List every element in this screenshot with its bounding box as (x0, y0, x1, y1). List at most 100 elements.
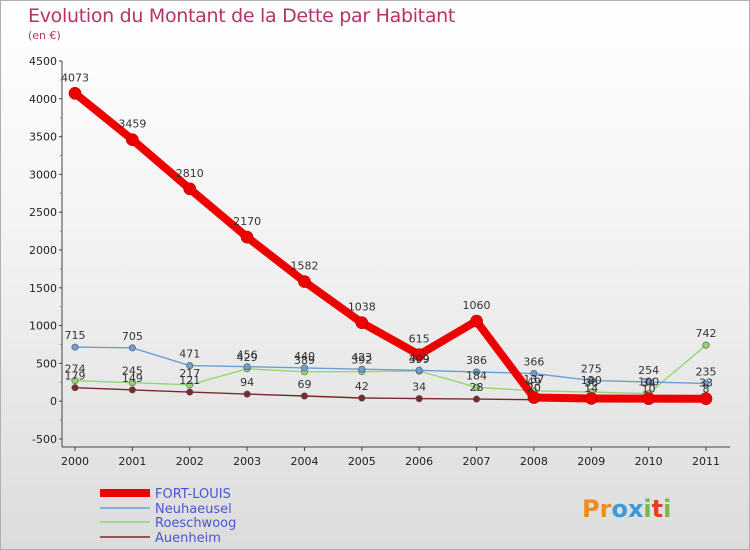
data-label: 34 (412, 381, 426, 394)
data-point (358, 365, 366, 373)
data-label: 2170 (233, 215, 261, 228)
data-point (587, 376, 595, 384)
x-tick-label: 2007 (463, 455, 491, 468)
data-point (300, 392, 308, 400)
x-tick-label: 2004 (290, 455, 318, 468)
data-label: 10 (642, 382, 656, 395)
y-tick-label: 4000 (29, 93, 57, 106)
data-label: 36 (584, 376, 598, 389)
data-label: 389 (294, 354, 315, 367)
x-tick-label: 2008 (520, 455, 548, 468)
x-tick-label: 2006 (405, 455, 433, 468)
data-label: 254 (638, 364, 659, 377)
data-point (243, 363, 251, 371)
x-tick-label: 2011 (692, 455, 720, 468)
data-point (642, 392, 655, 405)
logo-letter: t (652, 495, 663, 523)
logo-letter: x (628, 495, 644, 523)
data-label: 33 (699, 377, 713, 390)
data-point (128, 344, 136, 352)
data-point (71, 376, 79, 384)
y-tick-label: 2000 (29, 244, 57, 257)
data-label: 94 (240, 376, 254, 389)
data-point (128, 379, 136, 387)
data-point (645, 378, 653, 386)
data-label: 1038 (348, 301, 376, 314)
chart-title: Evolution du Montant de la Dette par Hab… (28, 5, 456, 27)
data-label: 742 (696, 327, 717, 340)
data-label: 471 (179, 348, 200, 361)
series-line-roeschwoog (74, 344, 707, 395)
legend-label-roeschwoog: Roeschwoog (155, 516, 236, 531)
logo-letter: i (663, 495, 671, 523)
data-label: 1582 (290, 260, 318, 273)
legend-label-auenheim: Auenheim (155, 531, 221, 546)
data-point (415, 395, 423, 403)
data-label: 137 (523, 373, 544, 386)
data-label: 1060 (463, 299, 491, 312)
data-label: 715 (65, 329, 86, 342)
data-label: 184 (466, 369, 487, 382)
data-label: 366 (523, 356, 544, 369)
data-label: 2810 (176, 167, 204, 180)
data-label: 615 (409, 333, 430, 346)
logo-letter: o (611, 495, 628, 523)
data-point (128, 386, 136, 394)
data-point (240, 230, 254, 244)
y-tick-label: 1500 (29, 282, 57, 295)
logo-letter: i (643, 495, 651, 523)
legend-label-fort-louis: FORT-LOUIS (155, 487, 231, 502)
data-label: 121 (179, 374, 200, 387)
data-point (415, 366, 423, 374)
data-label: 409 (409, 352, 430, 365)
data-point (473, 395, 481, 403)
data-point (126, 133, 139, 146)
data-label: 392 (351, 354, 372, 367)
x-tick-label: 2003 (233, 455, 261, 468)
data-point (358, 394, 366, 402)
data-label: 8 (703, 383, 710, 396)
data-label: 4073 (61, 71, 89, 84)
x-tick-label: 2001 (118, 455, 146, 468)
data-point (71, 343, 79, 351)
data-label: 49 (527, 375, 541, 388)
data-label: 217 (179, 367, 200, 380)
data-label: 429 (237, 351, 258, 364)
proxiti-logo: Proxiti (582, 495, 671, 523)
data-point (473, 368, 481, 376)
data-label: 705 (122, 330, 143, 343)
data-point (412, 348, 426, 362)
x-tick-label: 2005 (348, 455, 376, 468)
data-label: 149 (122, 372, 143, 385)
data-label: 20 (527, 382, 541, 395)
data-label: 28 (470, 381, 484, 394)
data-point (702, 341, 710, 349)
series-line-neuhaeusel (74, 346, 707, 385)
y-tick-label: 3000 (29, 168, 57, 181)
x-tick-label: 2010 (635, 455, 663, 468)
data-point (699, 392, 713, 406)
logo-letter: P (582, 495, 600, 523)
data-point (183, 182, 197, 196)
data-label: 42 (355, 380, 369, 393)
data-label: 440 (294, 350, 315, 363)
data-point (186, 388, 194, 396)
data-point (473, 383, 481, 391)
data-point (470, 314, 483, 328)
data-label: 69 (297, 378, 311, 391)
data-label: 100 (638, 376, 659, 389)
data-label: 120 (581, 374, 602, 387)
data-point (702, 379, 710, 387)
data-point (298, 275, 311, 288)
data-point (71, 384, 79, 392)
y-tick-label: 0 (50, 395, 57, 408)
y-tick-label: 1000 (29, 320, 57, 333)
data-point (68, 86, 82, 100)
y-tick-label: 3500 (29, 131, 57, 144)
data-label: 399 (409, 353, 430, 366)
chart-subtitle: (en €) (28, 29, 61, 42)
y-tick-label: 4500 (29, 55, 57, 68)
data-label: 274 (65, 362, 86, 375)
data-point (584, 392, 598, 405)
data-point (300, 364, 308, 372)
